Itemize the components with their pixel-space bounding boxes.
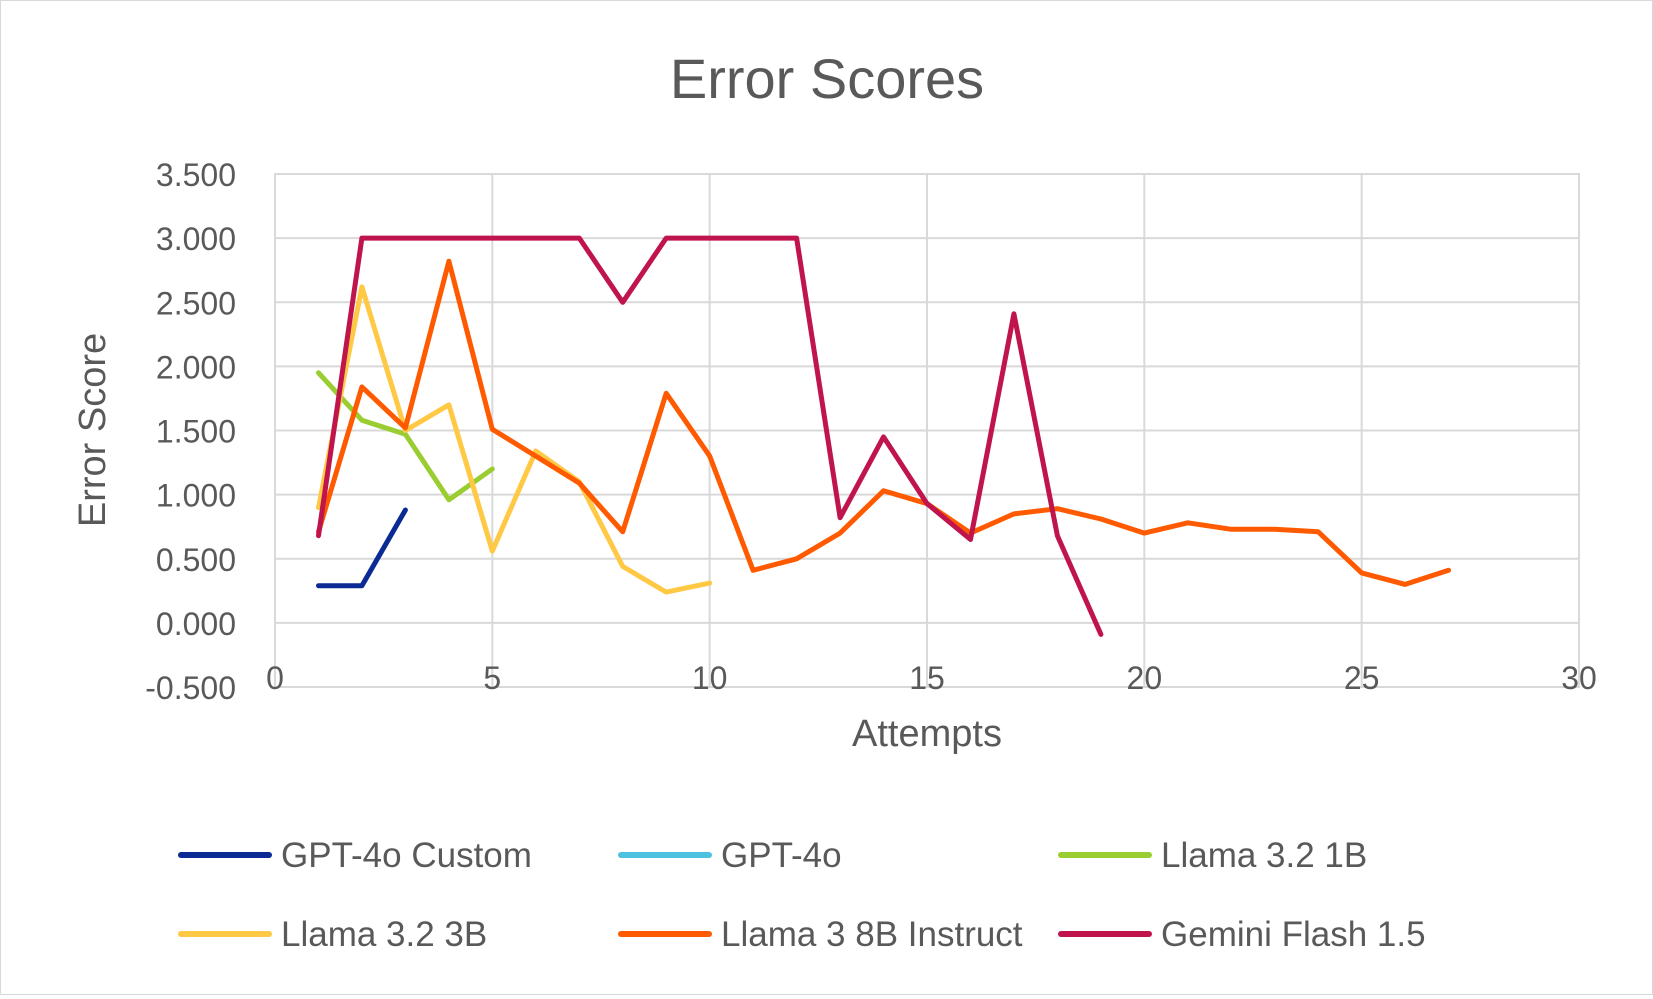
y-tick-label: 3.000 (156, 221, 236, 257)
legend-label-gpt-4o: GPT-4o (721, 836, 842, 875)
y-tick-label: 1.000 (156, 478, 236, 514)
series-line-llama-3-2-3b (316, 284, 713, 595)
series-line-gpt-4o-custom (316, 507, 408, 589)
y-tick-label: 2.500 (156, 285, 236, 321)
legend-label-llama-3-2-3b: Llama 3.2 3B (281, 915, 487, 954)
x-tick-label: 25 (1344, 660, 1380, 696)
plot-area-border (274, 173, 1580, 688)
legend-label-gpt-4o-custom: GPT-4o Custom (281, 836, 532, 875)
series-line-llama-3-2-1b (316, 370, 495, 503)
chart-title: Error Scores (670, 47, 984, 110)
x-tick-label: 5 (483, 660, 501, 696)
y-tick-label: 2.000 (156, 349, 236, 385)
grid-layer (274, 173, 1580, 688)
x-tick-label: 10 (692, 660, 728, 696)
tick-labels: -0.500 0.000 0.500 1.000 1.500 2.000 2.500 3.00… (145, 157, 1597, 706)
y-tick-label: 0.500 (156, 542, 236, 578)
x-tick-label: 15 (909, 660, 945, 696)
x-tick-label: 30 (1561, 660, 1597, 696)
series-layer (316, 235, 1452, 637)
y-tick-label: 3.500 (156, 157, 236, 193)
y-axis-title: Error Score (72, 333, 114, 527)
y-tick-label: 0.000 (156, 606, 236, 642)
y-tick-label: 1.500 (156, 414, 236, 450)
series-line-gemini-flash-1-5 (316, 235, 1104, 637)
legend-label-gemini-flash-1-5: Gemini Flash 1.5 (1161, 915, 1426, 954)
series-line-llama-3-8b-instruct (316, 258, 1452, 587)
legend: GPT-4o Custom GPT-4o Llama 3.2 1B Llama 3.2… (178, 836, 1426, 954)
legend-label-llama-3-2-1b: Llama 3.2 1B (1161, 836, 1367, 875)
x-tick-label: 0 (266, 660, 284, 696)
y-tick-label: -0.500 (145, 670, 236, 706)
x-axis-title: Attempts (852, 713, 1002, 755)
x-tick-label: 20 (1127, 660, 1163, 696)
legend-label-llama-3-8b-instruct: Llama 3 8B Instruct (721, 915, 1023, 954)
